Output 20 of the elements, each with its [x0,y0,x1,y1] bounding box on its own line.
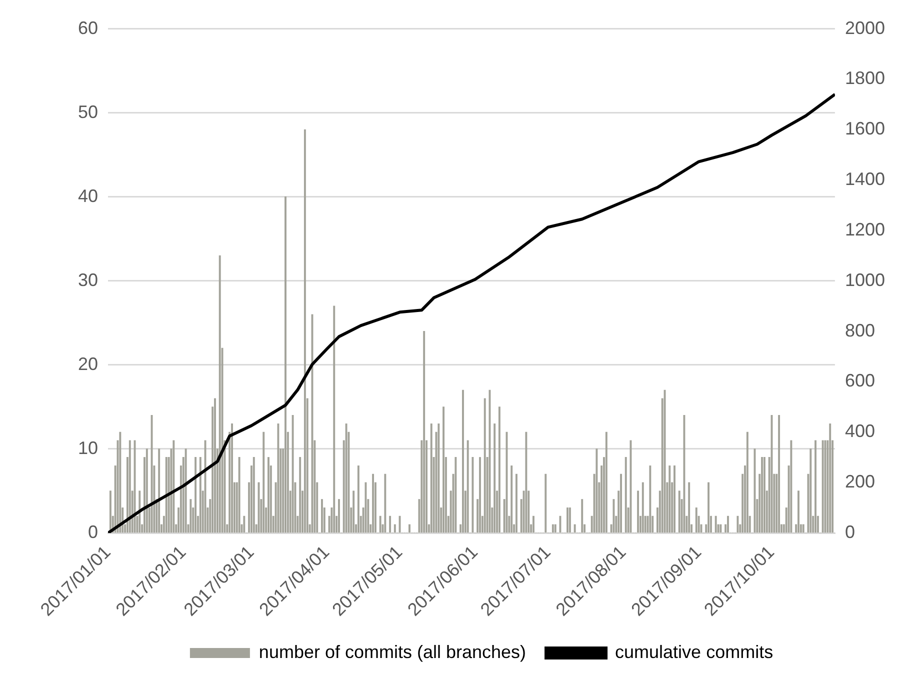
y-tick-label: 40 [78,186,98,206]
y2-tick-label: 1400 [844,169,886,190]
y-tick-label: 50 [78,102,98,122]
y2-tick-label: 200 [844,472,876,492]
y2-tick-label: 1200 [844,219,886,240]
y2-tick-label: 0 [844,522,855,542]
y2-tick-label: 1600 [844,118,886,139]
y2-tick-label: 400 [844,421,876,442]
y2-tick-label: 600 [844,370,876,391]
y-tick-label: 0 [88,522,98,542]
legend-label: cumulative commits [615,642,774,662]
y2-tick-label: 800 [844,320,876,340]
y2-tick-label: 1800 [844,68,886,88]
y-tick-label: 10 [78,438,98,458]
y-tick-label: 30 [78,270,98,290]
y-tick-label: 60 [78,18,98,38]
y-tick-label: 20 [78,354,98,374]
legend-label: number of commits (all branches) [258,642,526,662]
y2-tick-label: 2000 [844,18,886,38]
y2-tick-label: 1000 [844,270,886,290]
